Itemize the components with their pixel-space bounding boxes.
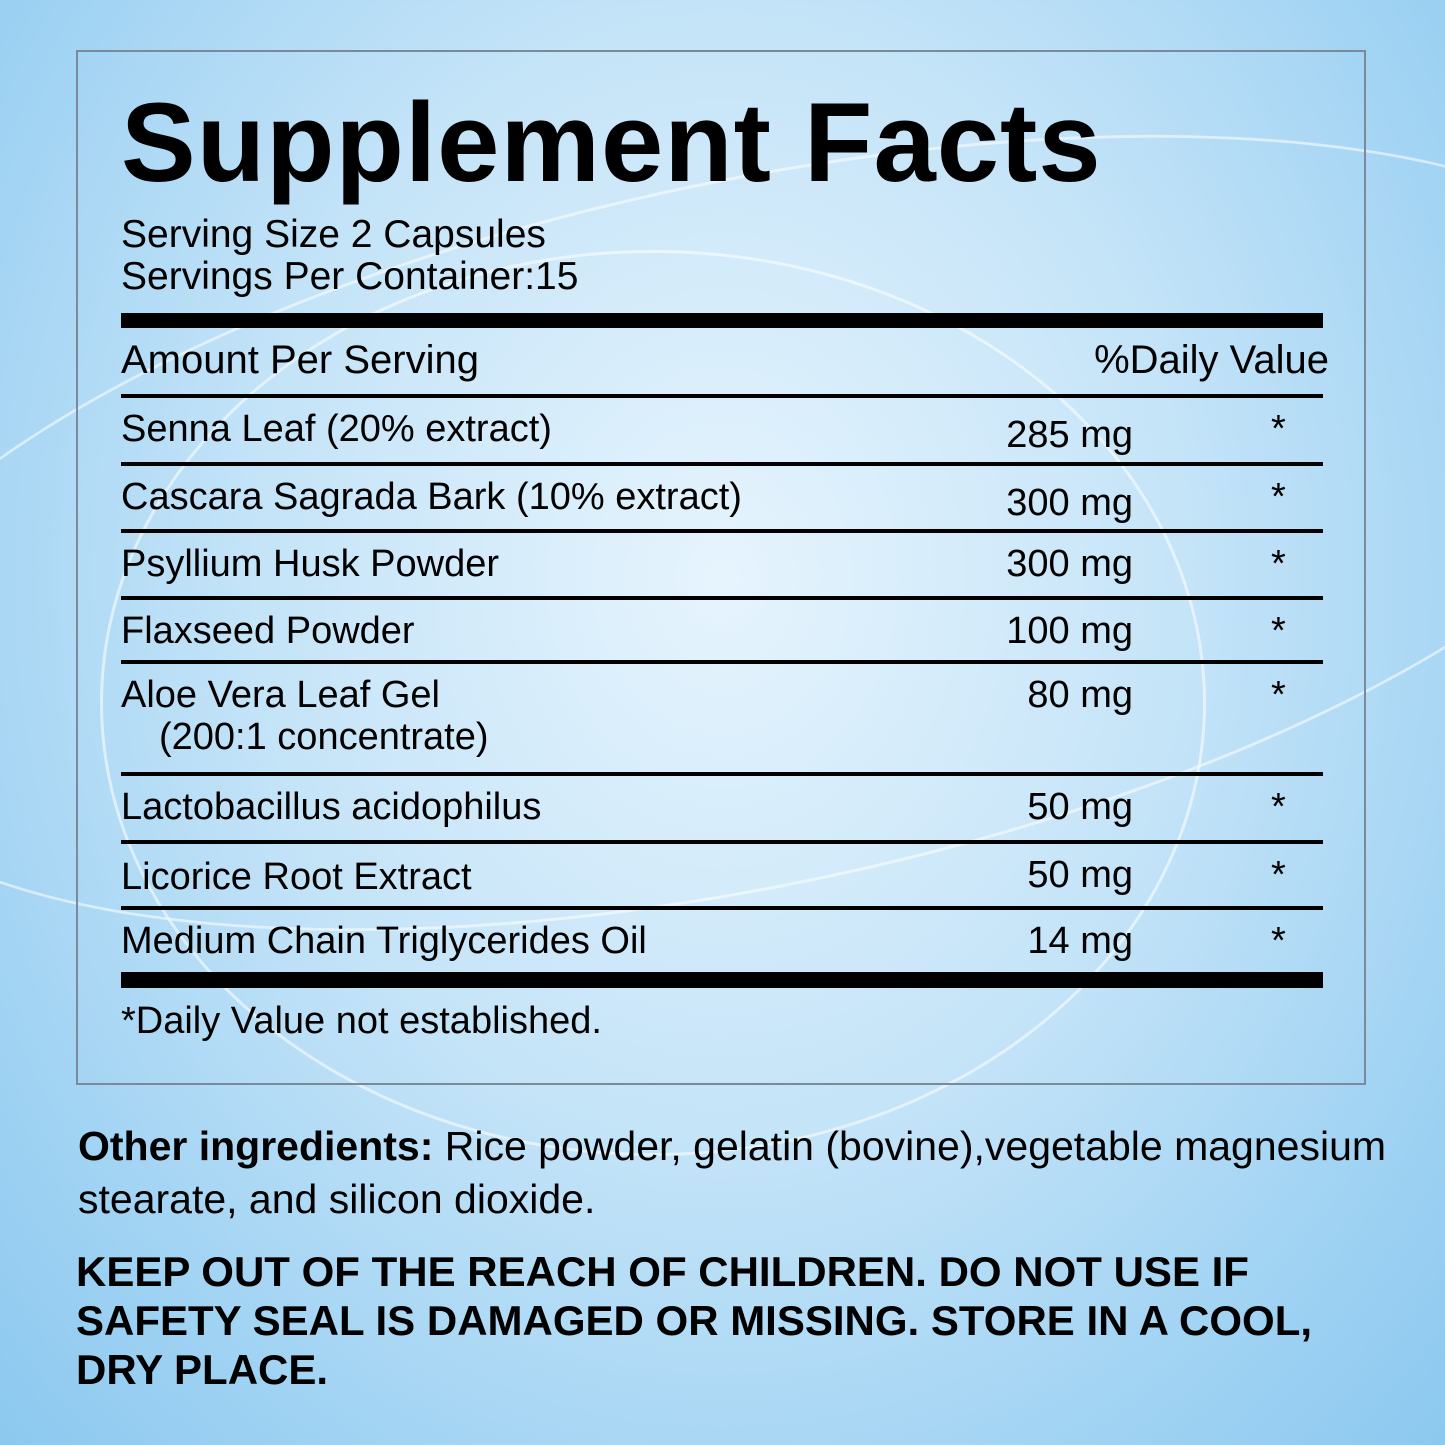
warning-text: KEEP OUT OF THE REACH OF CHILDREN. DO NO… — [76, 1248, 1313, 1393]
divider — [121, 462, 1323, 466]
serving-size: Serving Size 2 Capsules — [121, 213, 546, 256]
amount-per-serving-header: Amount Per Serving — [121, 338, 479, 382]
divider — [121, 772, 1323, 776]
daily-value-header: %Daily Value — [1094, 338, 1329, 382]
background-swirl — [100, 250, 1206, 1156]
thick-divider — [121, 972, 1323, 988]
thick-divider — [121, 313, 1323, 328]
divider — [121, 660, 1323, 664]
divider — [121, 529, 1323, 533]
divider — [121, 840, 1323, 844]
divider — [121, 906, 1323, 910]
other-ingredients-label: Other ingredients: — [78, 1123, 434, 1169]
supplement-facts-panel — [76, 50, 1366, 1085]
divider — [121, 596, 1323, 600]
footnote: *Daily Value not established. — [121, 1000, 602, 1042]
divider — [121, 394, 1323, 398]
other-ingredients-text: Rice powder, gelatin (bovine),vegetable … — [78, 1123, 1387, 1222]
servings-per-container: Servings Per Container:15 — [121, 255, 579, 298]
other-ingredients: Other ingredients: Rice powder, gelatin … — [78, 1120, 1398, 1226]
panel-title: Supplement Facts — [121, 80, 1102, 205]
table-header: Amount Per Serving %Daily Value — [121, 338, 1329, 382]
